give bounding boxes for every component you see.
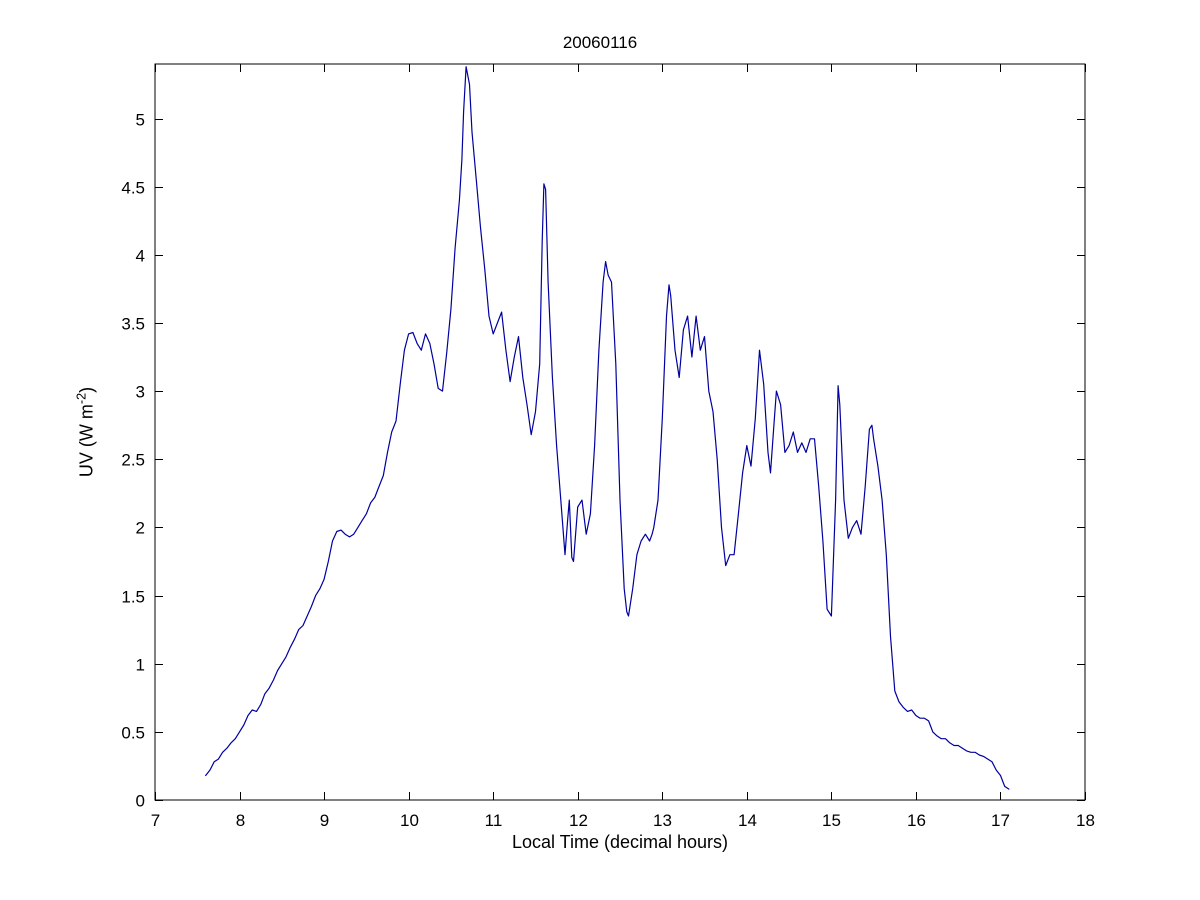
chart-title: 20060116	[562, 33, 638, 52]
x-tick-label: 10	[400, 811, 419, 830]
x-tick-label: 7	[151, 811, 160, 830]
y-tick-label: 1	[136, 656, 145, 675]
x-tick-label: 13	[653, 811, 672, 830]
x-tick-label: 17	[991, 811, 1010, 830]
x-tick-label: 18	[1076, 811, 1095, 830]
x-tick-label: 9	[320, 811, 329, 830]
x-tick-label: 8	[236, 811, 245, 830]
y-tick-label: 1.5	[121, 588, 145, 607]
axes-box	[154, 63, 1086, 801]
y-tick-label: 5	[136, 111, 145, 130]
y-tick-label: 2.5	[121, 451, 145, 470]
x-tick-label: 16	[907, 811, 926, 830]
x-tick-label: 15	[822, 811, 841, 830]
y-tick-label: 0	[136, 792, 145, 811]
x-tick-label: 11	[485, 811, 503, 830]
y-tick-label: 3.5	[121, 315, 145, 334]
x-axis-label: Local Time (decimal hours)	[511, 832, 729, 852]
y-tick-label: 2	[136, 519, 145, 538]
uv-series-line	[205, 66, 1010, 790]
x-tick-label: 14	[738, 811, 757, 830]
y-tick-label: 3	[136, 383, 145, 402]
x-tick-label: 12	[569, 811, 588, 830]
y-tick-label: 4.5	[121, 179, 145, 198]
y-tick-label: 4	[136, 247, 145, 266]
y-tick-label: 0.5	[121, 724, 145, 743]
